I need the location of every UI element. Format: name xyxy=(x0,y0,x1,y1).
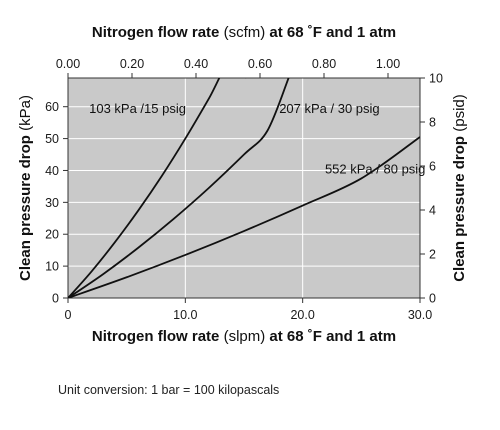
y-right-tick-label: 10 xyxy=(429,72,443,86)
x-bottom-axis-title: Nitrogen flow rate (slpm) at 68 ˚F and 1… xyxy=(92,328,396,345)
y-right-tick-label: 6 xyxy=(429,160,436,174)
x-bottom-axis-title-part: (slpm) xyxy=(219,328,265,345)
y-left-tick-label: 50 xyxy=(45,132,59,146)
x-top-axis-title: Nitrogen flow rate (scfm) at 68 ˚F and 1… xyxy=(92,24,396,41)
y-left-tick-label: 10 xyxy=(45,260,59,274)
y-right-tick-label: 0 xyxy=(429,292,436,306)
y-right-tick-label: 2 xyxy=(429,248,436,262)
x-top-axis-title-part: (scfm) xyxy=(219,24,265,41)
y-left-tick-label: 60 xyxy=(45,100,59,114)
x-top-tick-label: 1.00 xyxy=(376,57,400,71)
series-label: 552 kPa / 80 psig xyxy=(325,162,425,177)
y-right-axis-title: Clean pressure drop (psid) xyxy=(451,94,468,282)
y-left-axis-title-part: (kPa) xyxy=(17,95,34,135)
x-top-tick-label: 0.60 xyxy=(248,57,272,71)
series-label: 207 kPa / 30 psig xyxy=(279,101,379,116)
y-left-axis-title: Clean pressure drop (kPa) xyxy=(17,95,34,281)
series-line xyxy=(68,136,420,298)
x-bottom-tick-label: 10.0 xyxy=(173,308,197,322)
y-left-tick-label: 40 xyxy=(45,164,59,178)
x-bottom-axis-title-part: Nitrogen flow rate xyxy=(92,328,220,345)
x-top-tick-label: 0.00 xyxy=(56,57,80,71)
y-left-tick-label: 20 xyxy=(45,228,59,242)
unit-conversion-note: Unit conversion: 1 bar = 100 kilopascals xyxy=(58,383,280,397)
y-right-axis-title-part: Clean pressure drop xyxy=(451,136,468,282)
x-bottom-tick-label: 0 xyxy=(65,308,72,322)
x-top-tick-label: 0.20 xyxy=(120,57,144,71)
x-bottom-axis-title-part: at 68 ˚F and 1 atm xyxy=(265,328,396,345)
y-left-tick-label: 0 xyxy=(52,292,59,306)
x-bottom-tick-label: 20.0 xyxy=(290,308,314,322)
y-right-tick-label: 4 xyxy=(429,204,436,218)
series-line xyxy=(68,78,247,298)
y-left-axis-title-part: Clean pressure drop xyxy=(17,135,34,281)
x-top-tick-label: 0.80 xyxy=(312,57,336,71)
x-bottom-tick-label: 30.0 xyxy=(408,308,432,322)
x-top-axis-title-part: at 68 ˚F and 1 atm xyxy=(265,24,396,41)
y-right-tick-label: 8 xyxy=(429,116,436,130)
plot-background xyxy=(68,78,420,298)
y-right-axis-title-part: (psid) xyxy=(451,94,468,136)
x-top-axis-title-part: Nitrogen flow rate xyxy=(92,24,220,41)
series-line xyxy=(68,78,290,298)
y-left-tick-label: 30 xyxy=(45,196,59,210)
x-top-tick-label: 0.40 xyxy=(184,57,208,71)
series-label: 103 kPa /15 psig xyxy=(89,101,186,116)
